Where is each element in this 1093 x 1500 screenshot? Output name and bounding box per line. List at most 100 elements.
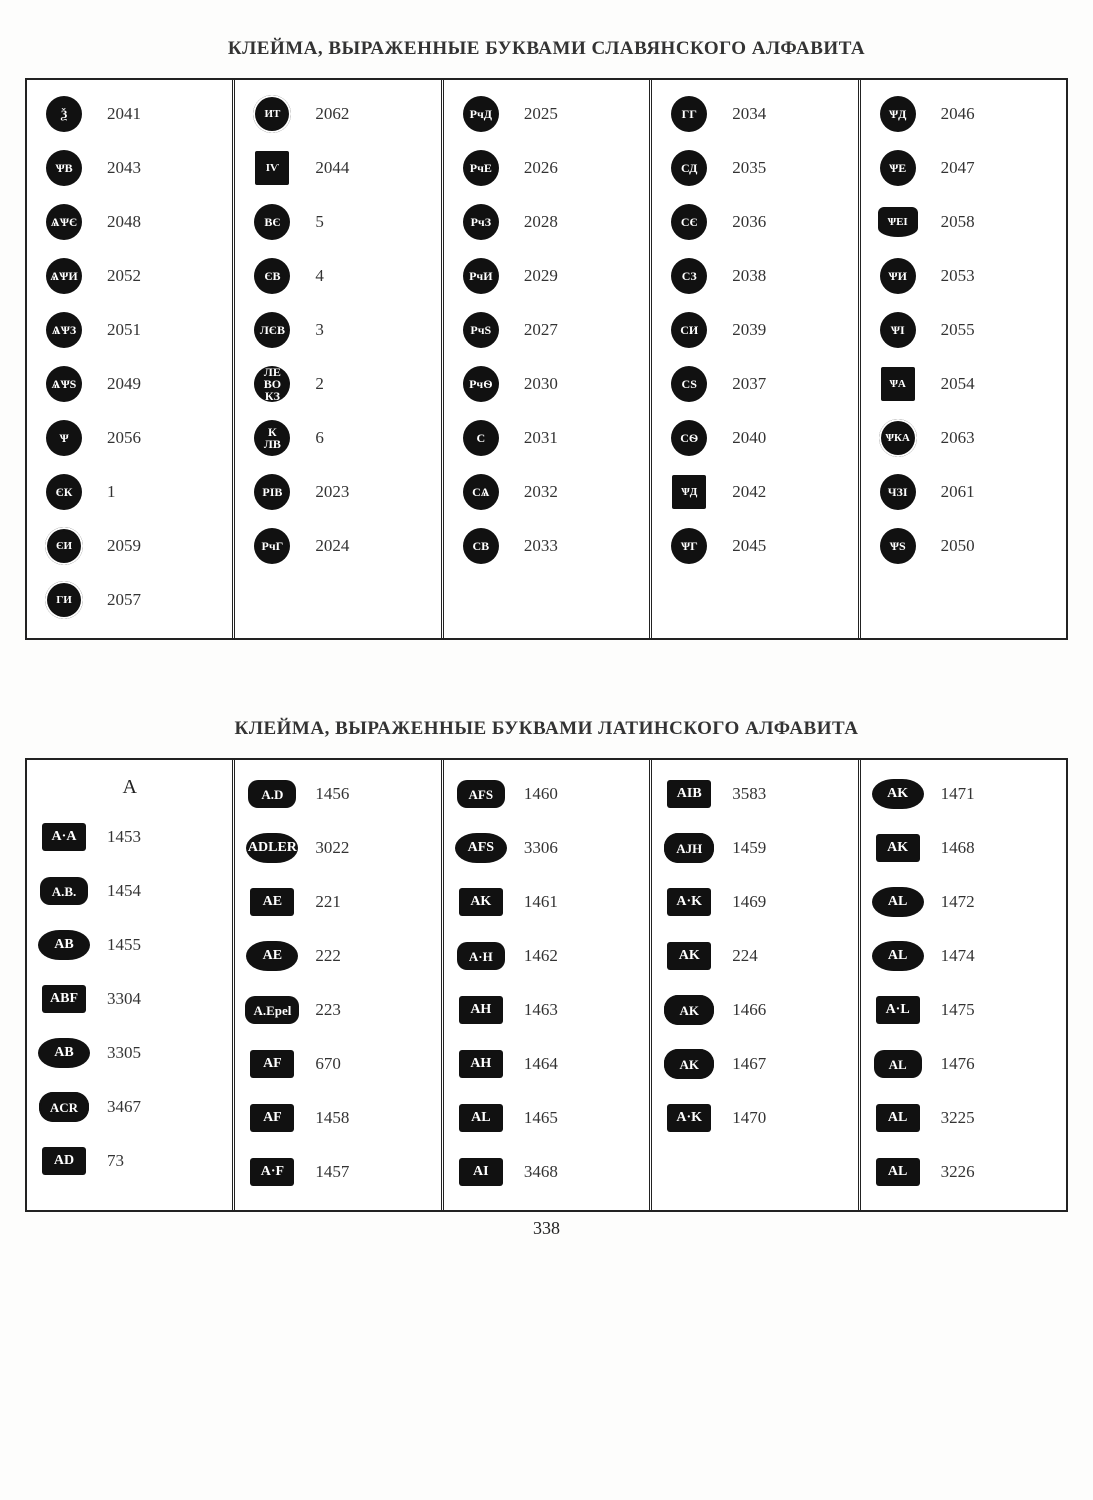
stamp-icon: ЧЗІ [869, 472, 927, 512]
stamp-row: ГГ2034 [660, 92, 849, 136]
stamp-icon: AK [869, 828, 927, 868]
stamp-number: 1456 [315, 784, 349, 804]
stamp-row: РчЕ2026 [452, 146, 641, 190]
stamp-number: 1464 [524, 1054, 558, 1074]
stamp-number: 2056 [107, 428, 141, 448]
stamp-row: ADLER 3022 [243, 826, 432, 870]
stamp-number: 1465 [524, 1108, 558, 1128]
stamp-row: AB 1455 [35, 923, 224, 967]
column-letter-header: A [35, 776, 224, 799]
stamp-icon: РчS [452, 310, 510, 350]
stamp-number: 1475 [941, 1000, 975, 1020]
stamp-icon: A·K [660, 882, 718, 922]
stamp-icon: AJH [660, 828, 718, 868]
section-heading-1: КЛЕЙМА, ВЫРАЖЕННЫЕ БУКВАМИ СЛАВЯНСКОГО А… [25, 38, 1068, 60]
stamp-row: AF670 [243, 1042, 432, 1086]
stamp-icon: СВ [452, 526, 510, 566]
stamp-row: ѰКА2063 [869, 416, 1058, 460]
stamp-row: К ЛВ6 [243, 416, 432, 460]
stamp-icon: AL [869, 882, 927, 922]
stamp-number: 1454 [107, 881, 141, 901]
stamp-number: 1457 [315, 1162, 349, 1182]
stamp-row: РчГ2024 [243, 524, 432, 568]
stamp-icon: AK [452, 882, 510, 922]
stamp-number: 2053 [941, 266, 975, 286]
stamp-icon: ADLER [243, 828, 301, 868]
stamp-icon: AI [452, 1152, 510, 1192]
stamp-icon: ѰИ [869, 256, 927, 296]
stamp-icon: ГГ [660, 94, 718, 134]
stamp-row: РчЗ2028 [452, 200, 641, 244]
stamp-icon: A·K [660, 1098, 718, 1138]
stamp-row: ѰИ 2053 [869, 254, 1058, 298]
stamp-icon: AE [243, 882, 301, 922]
stamp-row: СВ 2033 [452, 524, 641, 568]
stamp-row: AI 3468 [452, 1150, 641, 1194]
stamp-number: 1 [107, 482, 116, 502]
stamp-row: СS2037 [660, 362, 849, 406]
stamp-row: С2031 [452, 416, 641, 460]
stamp-number: 2047 [941, 158, 975, 178]
stamp-number: 3468 [524, 1162, 558, 1182]
stamp-row: AL1476 [869, 1042, 1058, 1086]
stamp-number: 3305 [107, 1043, 141, 1063]
stamp-number: 2035 [732, 158, 766, 178]
stamp-icon: AB [35, 1033, 93, 1073]
stamp-number: 3022 [315, 838, 349, 858]
stamp-icon: РчѲ [452, 364, 510, 404]
stamp-number: 2055 [941, 320, 975, 340]
stamp-number: 1467 [732, 1054, 766, 1074]
stamp-number: 2030 [524, 374, 558, 394]
stamp-row: ѰД2046 [869, 92, 1058, 136]
stamp-icon: AB [35, 925, 93, 965]
stamp-row: ЧЗІ2061 [869, 470, 1058, 514]
stamp-icon: СS [660, 364, 718, 404]
stamp-row: СИ2039 [660, 308, 849, 352]
stamp-row: AE221 [243, 880, 432, 924]
stamp-number: 3583 [732, 784, 766, 804]
stamp-icon: ѰЕ [869, 148, 927, 188]
stamp-number: 1470 [732, 1108, 766, 1128]
stamp-icon: СИ [660, 310, 718, 350]
stamp-row: AB 3305 [35, 1031, 224, 1075]
stamp-icon: ЛЄВ [243, 310, 301, 350]
stamp-icon: ѰГ [660, 526, 718, 566]
stamp-row: ѰД2042 [660, 470, 849, 514]
stamp-row: СЄ2036 [660, 200, 849, 244]
stamp-icon: AK [660, 936, 718, 976]
stamp-number: 222 [315, 946, 341, 966]
stamp-number: 3225 [941, 1108, 975, 1128]
stamp-row: AK1466 [660, 988, 849, 1032]
stamp-icon: AF [243, 1098, 301, 1138]
stamp-row: ѰЕ 2047 [869, 146, 1058, 190]
stamp-row: ЛЄВ3 [243, 308, 432, 352]
stamp-number: 1455 [107, 935, 141, 955]
stamp-number: 2031 [524, 428, 558, 448]
stamp-icon: AE [243, 936, 301, 976]
stamp-row: СѦ2032 [452, 470, 641, 514]
stamp-number: 1474 [941, 946, 975, 966]
stamp-row: AK224 [660, 934, 849, 978]
stamp-icon: СѦ [452, 472, 510, 512]
stamp-row: A.Epel223 [243, 988, 432, 1032]
stamp-number: 2059 [107, 536, 141, 556]
stamp-number: 1453 [107, 827, 141, 847]
stamp-icon: ЄВ [243, 256, 301, 296]
stamp-number: 2027 [524, 320, 558, 340]
stamp-row: A·H1462 [452, 934, 641, 978]
stamp-icon: СЗ [660, 256, 718, 296]
stamp-row: A·K 1470 [660, 1096, 849, 1140]
table-column: Ѯ2041ѰВ2043ѦѰЄ2048ѦѰИ2052ѦѰЗ2051ѦѰS2049Ѱ… [27, 80, 232, 638]
stamp-number: 2045 [732, 536, 766, 556]
stamp-row: AD73 [35, 1139, 224, 1183]
stamp-row: ѰS2050 [869, 524, 1058, 568]
stamp-number: 2057 [107, 590, 141, 610]
stamp-number: 2062 [315, 104, 349, 124]
stamp-icon: РчЗ [452, 202, 510, 242]
stamp-icon: AH [452, 990, 510, 1030]
stamp-number: 2033 [524, 536, 558, 556]
stamp-number: 1476 [941, 1054, 975, 1074]
stamp-number: 3226 [941, 1162, 975, 1182]
stamp-row: A·K1469 [660, 880, 849, 924]
stamp-icon: СѲ [660, 418, 718, 458]
